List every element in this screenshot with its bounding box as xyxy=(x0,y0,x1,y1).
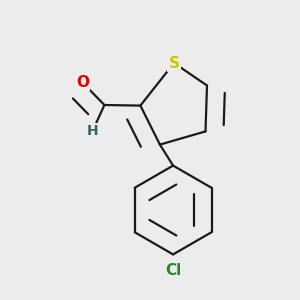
Text: H: H xyxy=(87,124,98,138)
Text: Cl: Cl xyxy=(165,263,181,278)
Text: S: S xyxy=(169,56,179,70)
Text: O: O xyxy=(76,75,89,90)
